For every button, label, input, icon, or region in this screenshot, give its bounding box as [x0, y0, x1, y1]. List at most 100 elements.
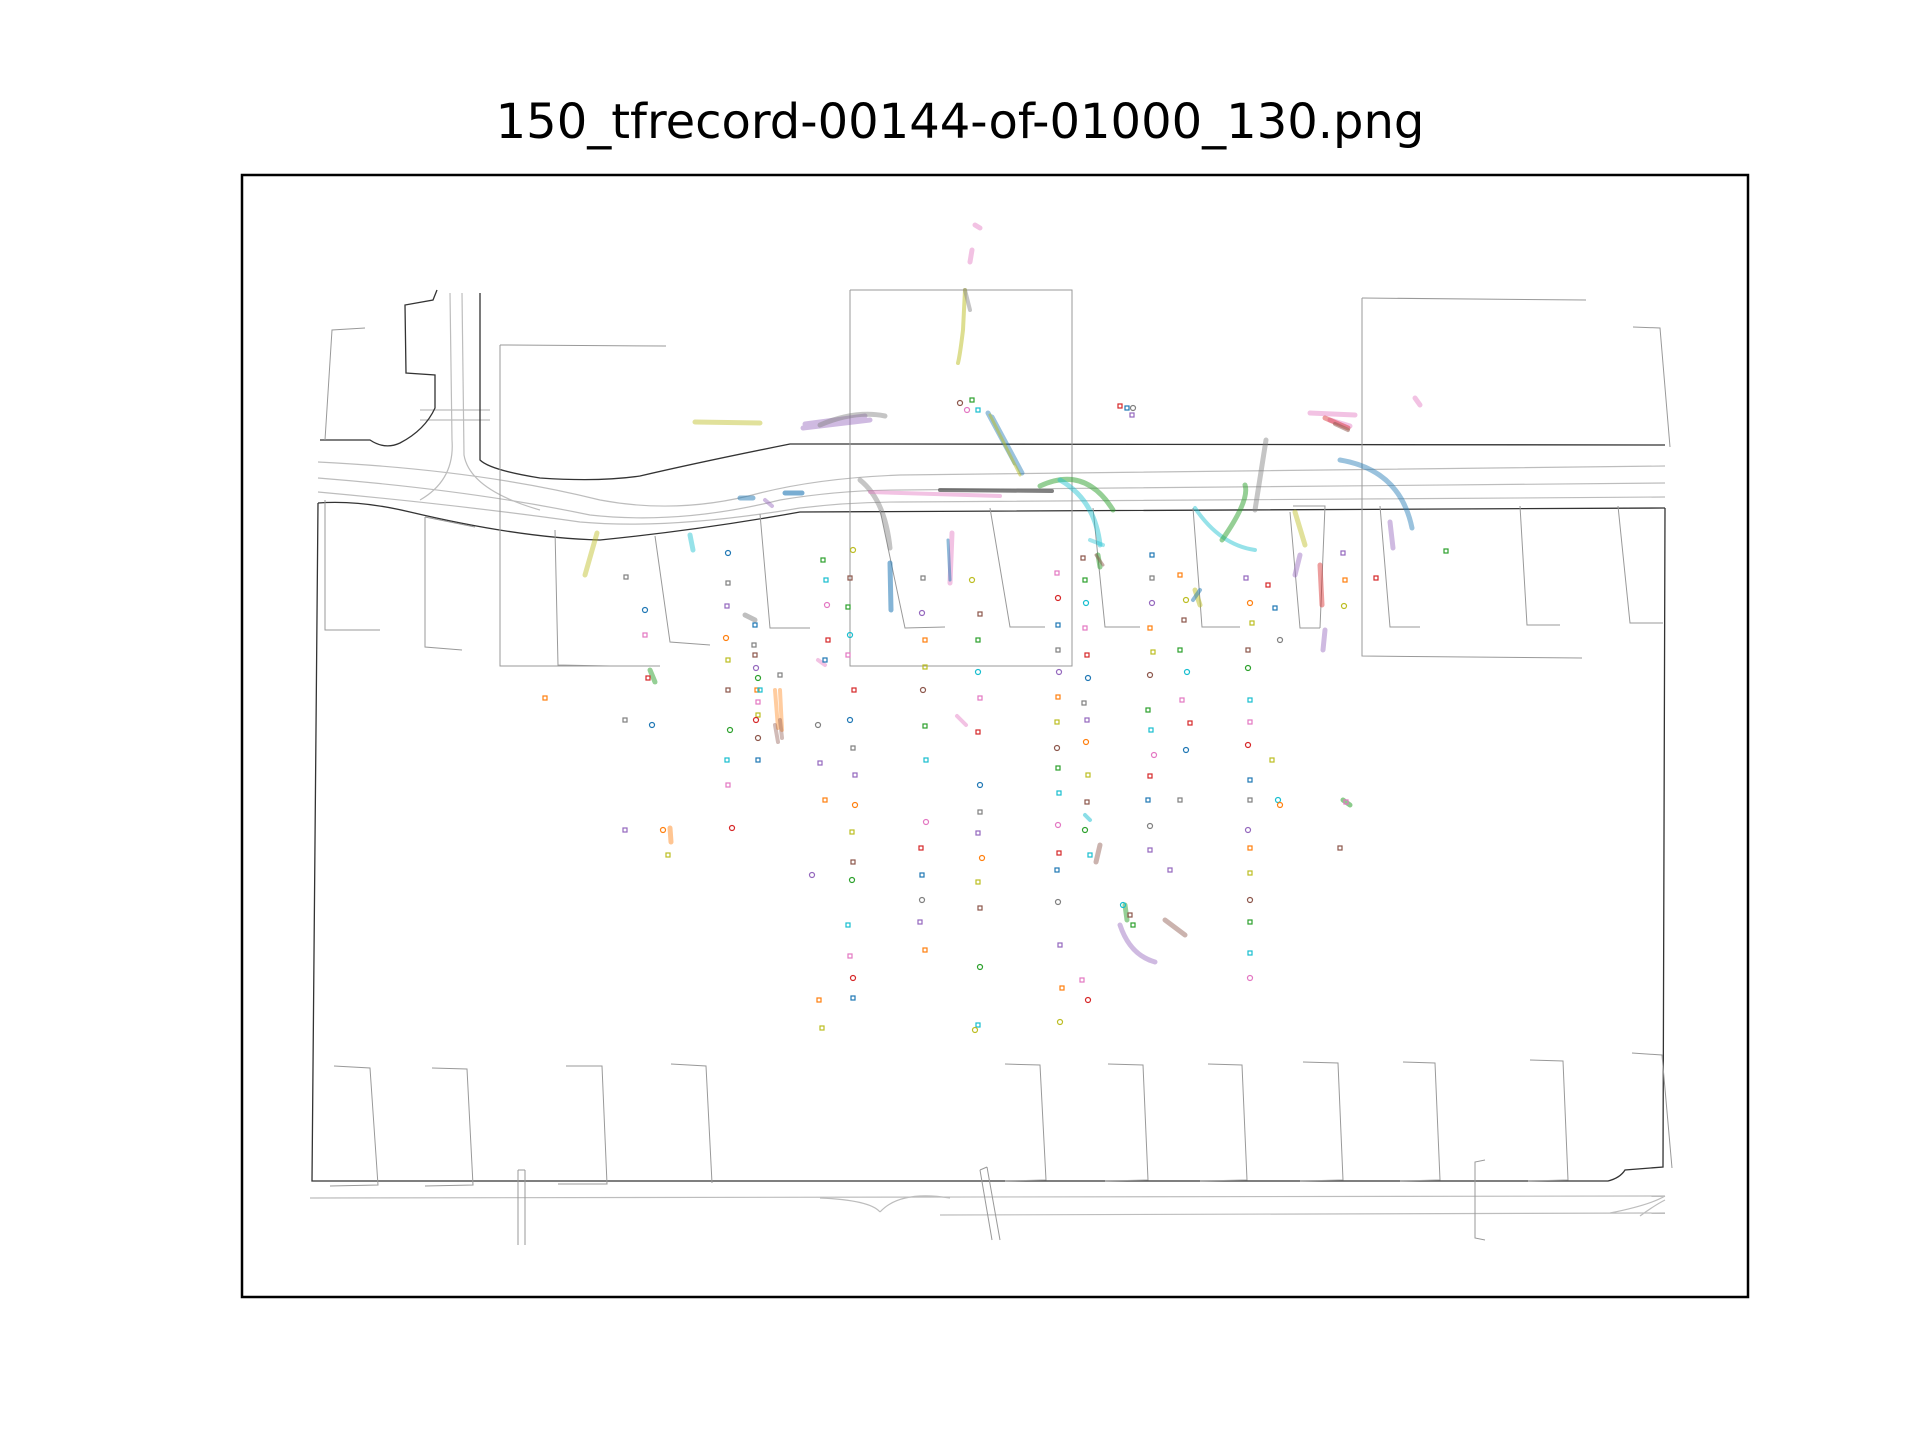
agent-marker: [851, 801, 859, 809]
agent-marker: [822, 657, 828, 663]
agent-marker: [1146, 671, 1154, 679]
agent-marker: [976, 963, 984, 971]
agent-marker: [1269, 757, 1275, 763]
agent-marker: [1443, 548, 1449, 554]
agent-marker: [1056, 790, 1062, 796]
agent-marker: [848, 876, 856, 884]
agent-marker: [1187, 720, 1193, 726]
agent-marker: [975, 637, 981, 643]
agent-marker: [1265, 582, 1271, 588]
agent-marker: [1082, 738, 1090, 746]
agent-trajectories: [582, 222, 1423, 965]
agent-marker: [752, 652, 758, 658]
agent-marker: [963, 406, 971, 414]
agent-marker: [1085, 772, 1091, 778]
agent-marker: [917, 919, 923, 925]
agent-marker: [1145, 707, 1151, 713]
agent-marker: [1247, 950, 1253, 956]
agent-marker: [754, 687, 760, 693]
agent-marker: [1276, 636, 1284, 644]
agent-marker: [1245, 647, 1251, 653]
agent-marker: [724, 757, 730, 763]
agent-marker: [922, 723, 928, 729]
agent-marker: [825, 637, 831, 643]
agent-marker: [1059, 985, 1065, 991]
agent-marker: [1147, 773, 1153, 779]
agent-marker: [1145, 797, 1151, 803]
agent-marker: [850, 745, 856, 751]
agent-marker: [1247, 719, 1253, 725]
agent-marker: [1147, 847, 1153, 853]
agent-marker: [1057, 942, 1063, 948]
agent-marker: [1124, 405, 1130, 411]
agent-marker: [1149, 552, 1155, 558]
agent-marker: [752, 716, 760, 724]
agent-marker: [642, 632, 648, 638]
agent-marker: [820, 557, 826, 563]
agent-marker: [920, 575, 926, 581]
agent-marker: [851, 687, 857, 693]
agent-marker: [978, 854, 986, 862]
agent-marker: [849, 829, 855, 835]
road-edges: [311, 289, 1666, 1182]
agent-marker: [623, 574, 629, 580]
agent-marker: [1055, 765, 1061, 771]
agent-marker: [1182, 746, 1190, 754]
agent-marker: [845, 922, 851, 928]
agent-marker: [1340, 550, 1346, 556]
agent-marker: [1054, 570, 1060, 576]
agent-marker: [846, 716, 854, 724]
agent-marker: [845, 604, 851, 610]
agent-marker: [852, 772, 858, 778]
agent-marker: [1054, 594, 1062, 602]
agent-marker: [1055, 668, 1063, 676]
agent-marker: [1055, 694, 1061, 700]
agent-marker: [1373, 575, 1379, 581]
agent-marker: [1247, 845, 1253, 851]
agent-marker: [1247, 919, 1253, 925]
agent-marker: [542, 695, 548, 701]
agent-marker: [1340, 602, 1348, 610]
agent-marker: [822, 797, 828, 803]
agent-marker: [1246, 599, 1254, 607]
agent-marker: [1247, 797, 1253, 803]
agent-marker: [1182, 596, 1190, 604]
agent-marker: [1177, 647, 1183, 653]
agent-marker: [724, 549, 732, 557]
agent-marker: [1119, 901, 1127, 909]
agent-marker: [1246, 974, 1254, 982]
agent-marker: [1130, 922, 1136, 928]
agent-marker: [726, 726, 734, 734]
agent-marker: [1082, 599, 1090, 607]
agent-marker: [918, 896, 926, 904]
agent-marker: [923, 757, 929, 763]
agent-marker: [1181, 617, 1187, 623]
agent-marker: [752, 622, 758, 628]
agent-marker: [1129, 404, 1137, 412]
agent-marker: [1084, 717, 1090, 723]
agent-marker: [1177, 572, 1183, 578]
agent-marker: [659, 826, 667, 834]
agent-marker: [849, 974, 857, 982]
agent-marker: [1054, 821, 1062, 829]
agent-marker: [1272, 605, 1278, 611]
agent-marker: [1342, 577, 1348, 583]
agent-marker: [1149, 575, 1155, 581]
agent-marker: [622, 717, 628, 723]
agent-marker: [975, 1022, 981, 1028]
agent-marker: [1244, 741, 1252, 749]
agent-marker: [1129, 412, 1135, 418]
agent-marker: [977, 809, 983, 815]
agent-marker: [849, 546, 857, 554]
agent-marker: [1247, 777, 1253, 783]
agent-marker: [1148, 599, 1156, 607]
agent-marker: [777, 672, 783, 678]
agent-marker: [823, 577, 829, 583]
agent-marker: [1117, 403, 1123, 409]
agent-marker: [817, 760, 823, 766]
agent-marker: [814, 721, 822, 729]
agent-marker: [1249, 620, 1255, 626]
agent-marker: [1343, 799, 1349, 805]
agent-marker: [641, 606, 649, 614]
agent-marker: [977, 611, 983, 617]
